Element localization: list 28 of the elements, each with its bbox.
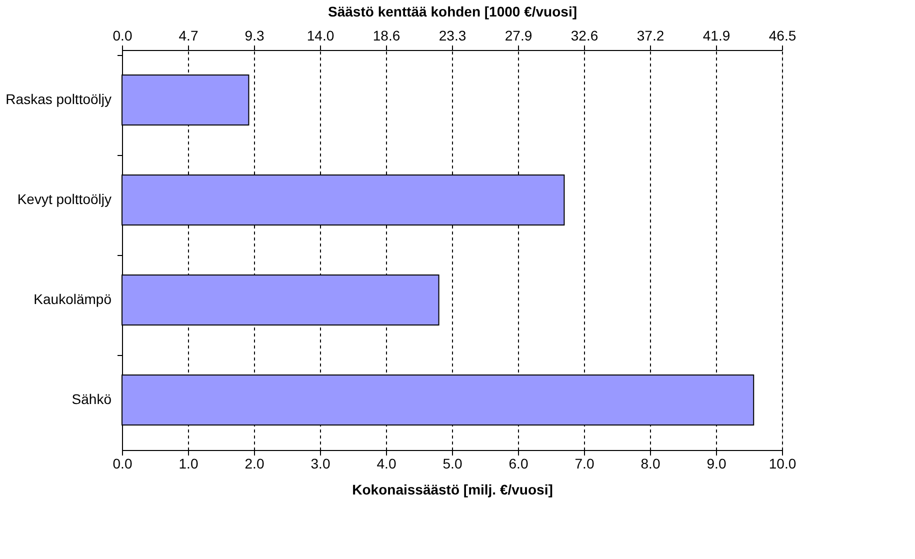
y-tick-label: Kevyt polttoöljy [17, 191, 112, 207]
x2-axis-title: Säästö kenttää kohden [1000 €/vuosi] [328, 4, 577, 20]
x-tick-label: 9.0 [706, 456, 726, 472]
x2-tick-label: 32.6 [570, 28, 598, 44]
y-tick-label: Sähkö [72, 391, 112, 407]
x2-tick-label: 37.2 [636, 28, 664, 44]
x2-tick-label: 27.9 [504, 28, 532, 44]
x-tick-label: 5.0 [442, 456, 462, 472]
x-tick-label: 0.0 [112, 456, 132, 472]
x2-tick-label: 9.3 [244, 28, 264, 44]
x-tick-label: 1.0 [178, 456, 198, 472]
x-tick-label: 10.0 [768, 456, 796, 472]
x-axis-title: Kokonaissäästö [milj. €/vuosi] [352, 482, 553, 498]
x2-tick-label: 14.0 [306, 28, 334, 44]
x2-tick-label: 41.9 [702, 28, 730, 44]
x-tick-label: 6.0 [508, 456, 528, 472]
x2-tick-label: 23.3 [438, 28, 466, 44]
x2-tick-label: 18.6 [372, 28, 400, 44]
x2-tick-label: 46.5 [768, 28, 796, 44]
x-tick-label: 7.0 [574, 456, 594, 472]
x-tick-label: 3.0 [310, 456, 330, 472]
y-tick-label: Raskas polttoöljy [6, 91, 112, 107]
x-tick-label: 8.0 [640, 456, 660, 472]
x-tick-label: 2.0 [244, 456, 264, 472]
x2-tick-label: 4.7 [178, 28, 198, 44]
y-tick-label: Kaukolämpö [34, 291, 112, 307]
x2-tick-label: 0.0 [112, 28, 132, 44]
x-tick-label: 4.0 [376, 456, 396, 472]
